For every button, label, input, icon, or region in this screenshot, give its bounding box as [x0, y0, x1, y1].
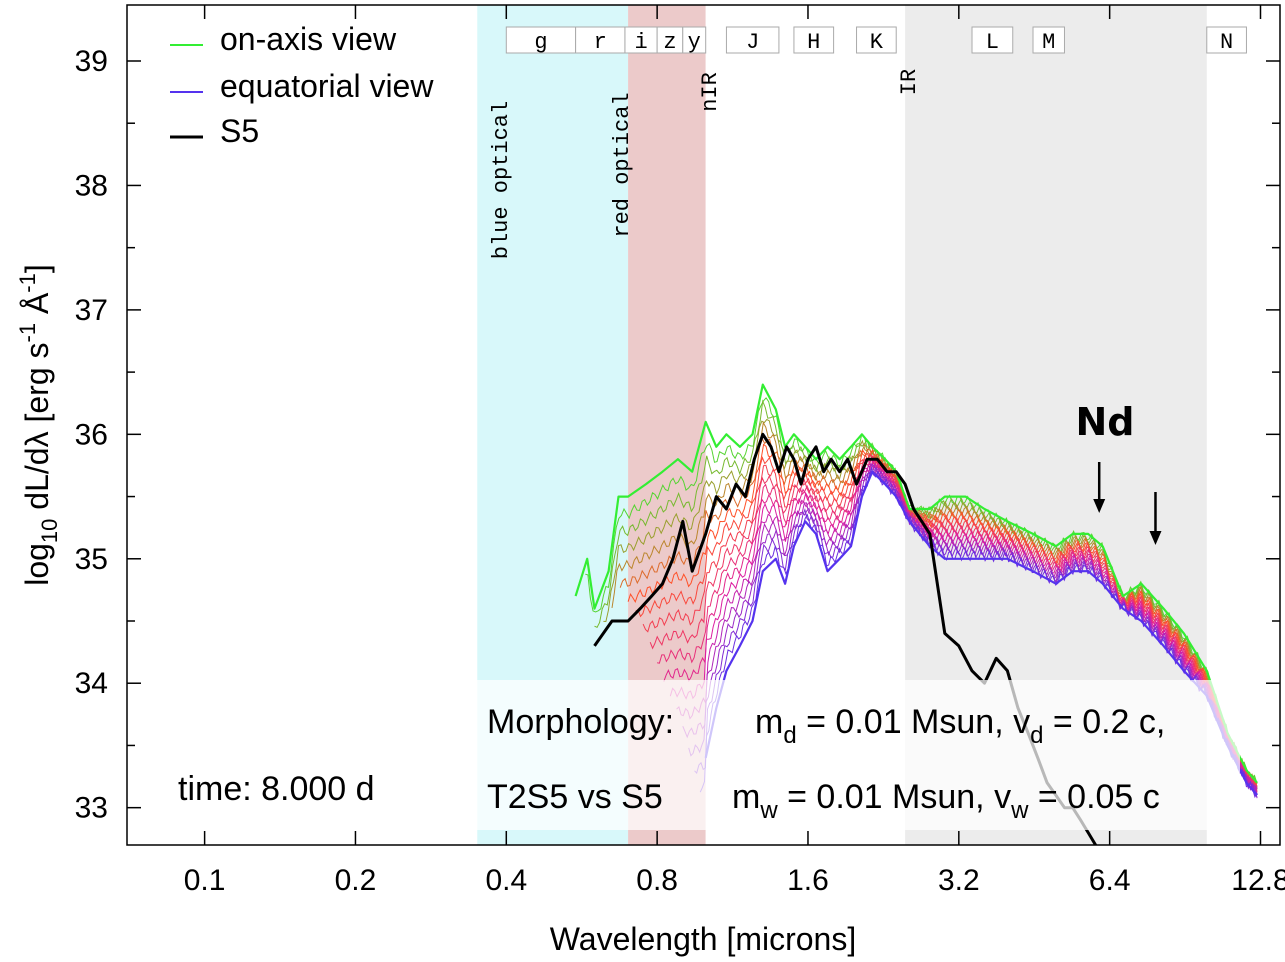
model-curves-fan — [585, 397, 1258, 799]
y-tick-label: 35 — [75, 543, 108, 576]
plot-frame — [126, 4, 1281, 846]
y-tick-label: 39 — [75, 45, 108, 78]
element-arrows — [1093, 462, 1162, 545]
band-label-H: H — [807, 30, 820, 55]
x-tick-label: 0.4 — [485, 864, 527, 897]
fan-curve — [649, 454, 1258, 795]
y-tick-label: 37 — [75, 294, 108, 327]
band-box-M — [1032, 26, 1065, 54]
band-label-L: L — [986, 30, 999, 55]
region-label-blue-optical: blue optical — [489, 101, 514, 259]
band-box-K — [856, 26, 897, 54]
band-label-r: r — [594, 30, 607, 55]
x-tick-label: 3.2 — [938, 864, 980, 897]
series-line-equatorial — [704, 470, 1258, 796]
band-label-z: z — [663, 30, 676, 55]
morphology-label: Morphology: — [487, 703, 674, 741]
fan-curve — [627, 443, 1258, 788]
x-tick-label: 0.1 — [184, 864, 226, 897]
x-tick-label: 12.8 — [1231, 864, 1285, 897]
x-tick-label: 0.8 — [636, 864, 678, 897]
wind-ejecta-params: mw = 0.01 Msun, vw = 0.05 c — [732, 778, 1160, 824]
band-box-N — [1206, 26, 1247, 54]
y-tick-label: 38 — [75, 169, 108, 202]
band-label-y: y — [688, 30, 701, 55]
band-box-L — [971, 26, 1014, 54]
region-label-ir: IR — [897, 69, 922, 95]
y-tick-label: 34 — [75, 667, 108, 700]
band-label-K: K — [870, 30, 884, 55]
band-label-J: J — [746, 30, 759, 55]
series-line-on-axis — [574, 383, 1258, 784]
fan-curve — [682, 462, 1258, 795]
y-tick-label: 33 — [75, 792, 108, 825]
region-label-red-optical: red optical — [610, 92, 635, 237]
region-labels: blue optical red optical nIR IR — [489, 69, 922, 259]
band-box-i — [624, 26, 658, 54]
fan-curve — [688, 463, 1258, 799]
y-axis-title: log10 dL/dλ [erg s-1 Å-1] — [15, 264, 62, 586]
x-tick-label: 0.2 — [335, 864, 377, 897]
comparison-label: T2S5 vs S5 — [487, 778, 663, 816]
nd-arrow-head — [1093, 499, 1106, 513]
time-label: time: 8.000 d — [178, 770, 375, 808]
fan-curve — [635, 452, 1258, 787]
band-box-H — [793, 26, 835, 54]
info-overlay — [458, 680, 1240, 830]
legend-label-on-axis: on-axis view — [220, 21, 397, 57]
band-label-g: g — [534, 30, 547, 55]
band-box-y — [682, 26, 707, 54]
fan-curve — [585, 397, 1258, 784]
x-axis-title: Wavelength [microns] — [550, 921, 856, 957]
legend-label-s5: S5 — [220, 113, 259, 149]
dynamical-ejecta-params: md = 0.01 Msun, vd = 0.2 c, — [755, 703, 1165, 749]
legend-label-equatorial: equatorial view — [220, 68, 434, 104]
band-label-i: i — [634, 30, 647, 55]
fan-curve — [594, 399, 1258, 789]
fan-curve — [642, 452, 1258, 792]
band-label-M: M — [1042, 30, 1055, 55]
x-tick-label: 1.6 — [787, 864, 829, 897]
nd-arrow-head — [1149, 531, 1162, 545]
band-box-J — [725, 26, 780, 54]
y-tick-label: 36 — [75, 418, 108, 451]
region-label-nir: nIR — [698, 72, 723, 112]
axis-ticks: 0.1 0.2 0.4 0.8 1.6 3.2 6.4 12.8 33 34 35 36 37 38 39 — [75, 5, 1285, 897]
legend: on-axis view equatorial view S5 — [170, 21, 434, 149]
fan-curve — [669, 457, 1258, 792]
element-annotation: Nd — [1075, 400, 1134, 444]
band-label-N: N — [1220, 30, 1233, 55]
x-tick-label: 6.4 — [1089, 864, 1131, 897]
